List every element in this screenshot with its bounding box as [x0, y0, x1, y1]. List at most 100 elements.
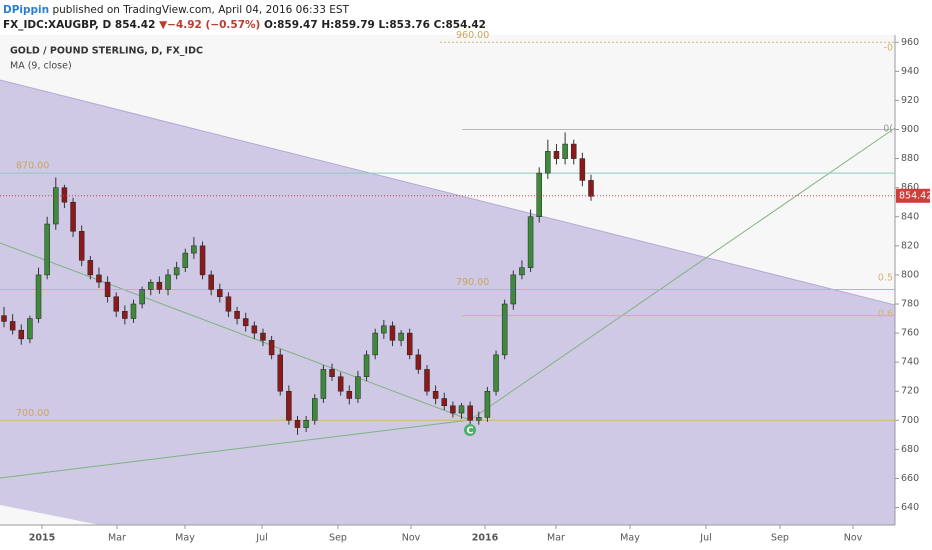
candle-body	[286, 390, 292, 421]
level-label: 960.00	[456, 30, 489, 41]
candle-body	[18, 329, 25, 340]
fib-label: 0(	[883, 124, 893, 135]
candle-body	[536, 172, 542, 218]
y-tick-label: 900	[901, 124, 919, 135]
candle-body	[191, 245, 197, 254]
candle-body	[320, 369, 327, 399]
x-tick-label: 2015	[29, 533, 55, 544]
candle-body	[355, 376, 361, 399]
candle-body	[217, 289, 223, 297]
y-tick-label: 860	[901, 182, 919, 193]
candle-body	[61, 187, 68, 203]
low: L:853.76	[378, 19, 430, 31]
y-tick-label: 640	[901, 502, 919, 513]
candle-body	[329, 369, 335, 377]
candle-body	[130, 303, 137, 319]
candle-body	[27, 318, 33, 340]
candle-body	[268, 340, 275, 356]
y-tick-label: 960	[901, 37, 919, 48]
candle-body	[570, 143, 577, 159]
trend-line	[0, 419, 471, 479]
candle-body	[381, 325, 387, 334]
channel-fill	[0, 80, 895, 525]
candle-body	[122, 311, 128, 319]
x-tick-label: May	[620, 533, 640, 544]
y-tick-label: 740	[901, 357, 919, 368]
candle-body	[78, 231, 85, 261]
y-tick-label: 940	[901, 66, 919, 77]
candle-body	[277, 354, 283, 392]
candle-body	[294, 420, 301, 428]
candle-body	[1, 315, 7, 322]
quote-line: FX_IDC:XAUGBP, D 854.42 ▼−4.92 (−0.57%) …	[3, 19, 486, 31]
candle-body	[165, 274, 171, 290]
candle-body	[493, 354, 499, 392]
candle-body	[501, 303, 508, 356]
candle-body	[104, 281, 111, 297]
published: published on TradingView.com, April 04, …	[52, 4, 349, 16]
high: H:859.79	[321, 19, 375, 31]
x-tick-label: May	[175, 533, 195, 544]
candle-body	[415, 354, 422, 370]
indicator-label: MA (9, close)	[10, 61, 72, 72]
x-tick-label: Mar	[108, 533, 126, 544]
event-marker-label: C	[467, 426, 474, 437]
candle-body	[139, 289, 145, 305]
candle-body	[363, 354, 370, 377]
x-tick-label: Jul	[255, 533, 267, 544]
candle-body	[208, 274, 214, 290]
x-tick-label: Mar	[547, 533, 565, 544]
trend-line	[469, 127, 896, 421]
candle-body	[225, 296, 232, 312]
level-label: 790.00	[456, 277, 489, 288]
candle-body	[173, 267, 180, 276]
arrow: ▼	[159, 19, 168, 31]
x-tick-label: 2016	[472, 533, 499, 544]
y-tick-label: 720	[901, 386, 919, 397]
candle-body	[432, 390, 439, 399]
x-tick-label: Nov	[844, 533, 863, 544]
candle-body	[467, 405, 473, 421]
header: DPippin published on TradingView.com, Ap…	[0, 0, 932, 34]
candle-body	[53, 187, 59, 225]
last: 854.42	[114, 19, 156, 31]
candle-body	[148, 281, 154, 290]
y-tick-label: 780	[901, 298, 919, 309]
level-label: 700.00	[16, 408, 49, 419]
candle-body	[113, 296, 119, 312]
candle-body	[510, 274, 517, 305]
x-tick-label: Jul	[699, 533, 711, 544]
channel-edge	[0, 79, 896, 306]
candle-body	[562, 143, 568, 159]
candle-body	[450, 405, 456, 414]
candle-body	[441, 398, 447, 407]
candle-body	[519, 267, 525, 276]
candle-body	[389, 325, 396, 341]
open: O:859.47	[264, 19, 318, 31]
fib-label: -0	[884, 43, 893, 54]
candle-body	[372, 332, 378, 356]
y-tick-label: 800	[901, 269, 919, 280]
change: −4.92 (−0.57%)	[167, 19, 261, 31]
author[interactable]: DPippin	[3, 4, 50, 16]
fib-label: 0.6	[878, 309, 893, 320]
y-tick-label: 880	[901, 153, 919, 164]
candle-body	[588, 180, 594, 197]
candle-body	[182, 252, 189, 268]
candle-body	[337, 376, 344, 392]
candle-body	[553, 151, 560, 159]
y-tick-label: 840	[901, 211, 919, 222]
y-tick-label: 920	[901, 95, 919, 106]
x-tick-label: Sep	[329, 533, 347, 544]
candle-body	[199, 245, 206, 276]
candle-body	[70, 201, 76, 232]
level-label: 870.00	[16, 161, 49, 172]
y-tick-label: 680	[901, 444, 919, 455]
candle-body	[527, 216, 534, 268]
fib-label: 0.5	[878, 273, 893, 284]
candle-body	[242, 318, 249, 327]
candle-body	[87, 260, 94, 276]
candle-body	[303, 420, 309, 428]
close: C:854.42	[433, 19, 486, 31]
